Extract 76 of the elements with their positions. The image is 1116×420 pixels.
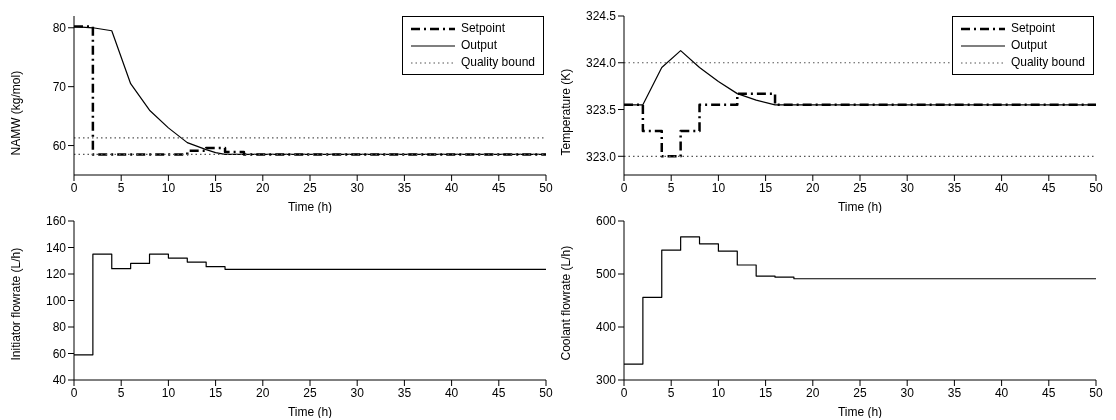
x-tick-label: 35	[397, 180, 412, 195]
x-tick-label: 20	[806, 180, 820, 195]
x-axis-title: Time (h)	[287, 405, 333, 419]
y-tick-label: 60	[52, 346, 67, 361]
x-tick-label: 35	[947, 180, 962, 195]
x-tick-label: 30	[350, 385, 365, 400]
y-tick-label: 400	[595, 320, 617, 335]
y-tick-label: 300	[595, 373, 617, 388]
x-tick-label: 40	[444, 180, 459, 195]
x-tick-label: 5	[667, 180, 675, 195]
x-tick-label: 20	[256, 385, 270, 400]
x-tick-label: 45	[1042, 180, 1056, 195]
x-tick-label: 45	[492, 180, 506, 195]
x-tick-label: 25	[853, 385, 867, 400]
x-tick-label: 35	[947, 385, 962, 400]
y-tick-label: 140	[45, 240, 67, 255]
legend-label: Output	[1010, 37, 1047, 54]
y-tick-label: 500	[595, 267, 617, 282]
x-tick-label: 50	[539, 180, 553, 195]
x-tick-label: 45	[1042, 385, 1056, 400]
x-tick-label: 15	[208, 180, 223, 195]
x-tick-label: 20	[256, 180, 270, 195]
x-tick-label: 0	[620, 180, 628, 195]
x-tick-label: 40	[444, 385, 459, 400]
x-tick-label: 5	[667, 385, 675, 400]
y-tick-label: 60	[52, 138, 67, 153]
y-tick-label: 324.0	[585, 56, 617, 71]
x-tick-label: 10	[161, 385, 176, 400]
x-axis-title: Time (h)	[837, 405, 883, 419]
x-tick-label: 25	[303, 385, 317, 400]
x-tick-label: 0	[70, 180, 78, 195]
x-tick-label: 45	[492, 385, 506, 400]
x-tick-label: 50	[1089, 180, 1103, 195]
x-axis-title: Time (h)	[287, 200, 333, 214]
y-axis-title: NAMW (kg/mol)	[9, 70, 24, 156]
x-tick-label: 15	[758, 385, 773, 400]
x-tick-label: 40	[994, 385, 1009, 400]
x-tick-label: 0	[620, 385, 628, 400]
y-tick-label: 120	[45, 267, 67, 282]
y-tick-label: 70	[52, 79, 67, 94]
x-tick-label: 50	[1089, 385, 1103, 400]
legend-label: Quality bound	[1010, 54, 1085, 71]
x-tick-label: 25	[853, 180, 867, 195]
x-tick-label: 10	[161, 180, 176, 195]
x-axis-title: Time (h)	[837, 200, 883, 214]
legend-label: Setpoint	[460, 20, 505, 37]
y-tick-label: 100	[45, 293, 67, 308]
legend-label: Setpoint	[1010, 20, 1055, 37]
y-axis-title: Coolant flowrate (L/h)	[559, 245, 574, 361]
y-tick-label: 80	[52, 320, 67, 335]
y-tick-label: 323.5	[585, 102, 617, 117]
y-tick-label: 160	[45, 214, 67, 229]
x-tick-label: 30	[900, 385, 915, 400]
x-tick-label: 20	[806, 385, 820, 400]
x-tick-label: 40	[994, 180, 1009, 195]
x-tick-label: 0	[70, 385, 78, 400]
y-tick-label: 600	[595, 214, 617, 229]
x-tick-label: 15	[208, 385, 223, 400]
x-tick-label: 10	[711, 385, 726, 400]
x-tick-label: 35	[397, 385, 412, 400]
x-tick-label: 30	[900, 180, 915, 195]
y-axis-title: Temperature (K)	[559, 68, 574, 156]
y-tick-label: 324.5	[585, 9, 617, 24]
x-tick-label: 15	[758, 180, 773, 195]
x-tick-label: 25	[303, 180, 317, 195]
x-tick-label: 30	[350, 180, 365, 195]
legend-label: Quality bound	[460, 54, 535, 71]
x-tick-label: 5	[117, 385, 125, 400]
y-tick-label: 40	[52, 373, 67, 388]
x-tick-label: 5	[117, 180, 125, 195]
y-tick-label: 80	[52, 21, 67, 36]
y-axis-title: Initiator flowrate (L/h)	[9, 247, 24, 361]
x-tick-label: 50	[539, 385, 553, 400]
legend-label: Output	[460, 37, 497, 54]
x-tick-label: 10	[711, 180, 726, 195]
y-tick-label: 323.0	[585, 149, 617, 164]
